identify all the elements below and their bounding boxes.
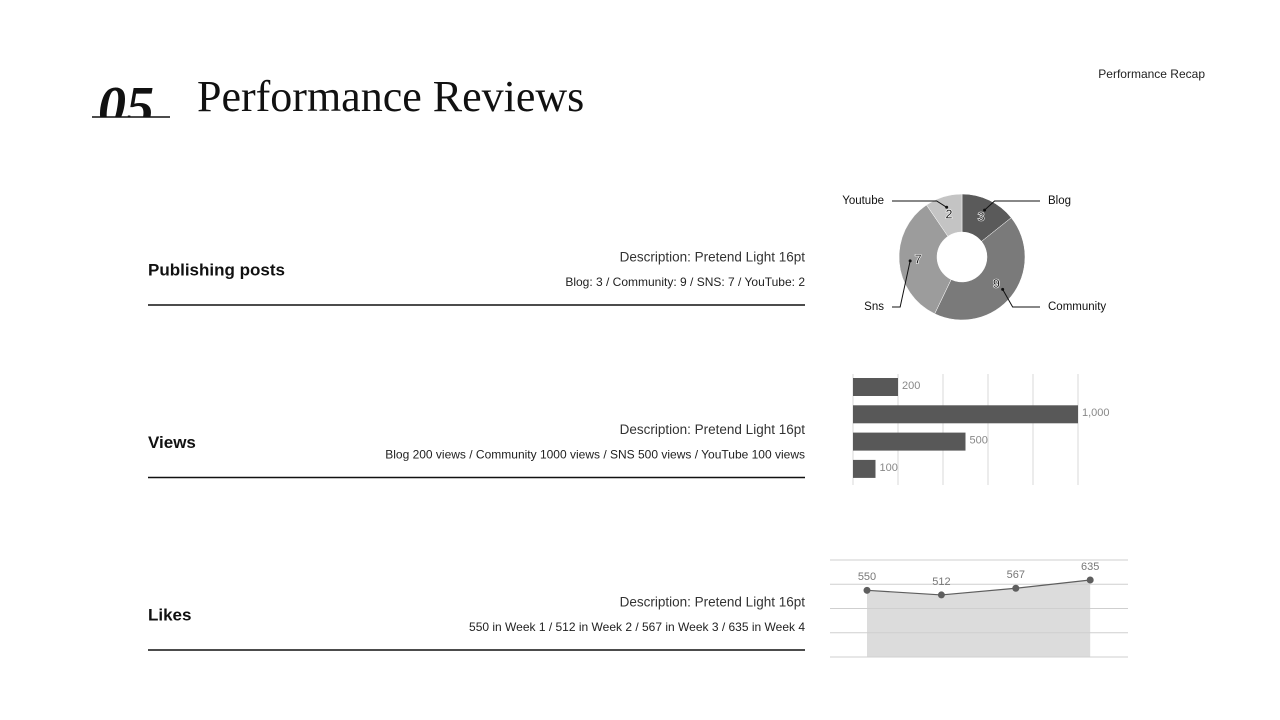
tag: Performance Recap	[1098, 67, 1205, 81]
bar-value-label: 100	[880, 462, 898, 474]
leader-line	[892, 260, 911, 308]
number-wrap: 05	[98, 76, 154, 138]
row-description: Description: Pretend Light 16pt	[620, 250, 806, 265]
slice-value: 3	[977, 209, 984, 224]
slice-value: 9	[993, 276, 1000, 291]
bar-value-label: 200	[902, 380, 920, 392]
row-detail: 550 in Week 1 / 512 in Week 2 / 567 in W…	[469, 620, 805, 634]
area-fill	[867, 580, 1091, 657]
donut-slice	[926, 193, 963, 237]
row-label: Views	[148, 433, 196, 452]
row-description: Description: Pretend Light 16pt	[620, 422, 806, 437]
donut-slice	[934, 217, 1026, 321]
bar	[853, 432, 966, 451]
section-title: Performance Reviews	[197, 72, 584, 121]
slice-value: 2	[945, 206, 952, 221]
row-detail: Blog: 3 / Community: 9 / SNS: 7 / YouTub…	[565, 275, 805, 289]
bar	[853, 378, 898, 396]
row-label: Likes	[148, 605, 191, 624]
point-label: 567	[1007, 569, 1025, 581]
leader-line	[984, 200, 1040, 211]
bar-value-label: 1,000	[1082, 407, 1110, 419]
slice-label: Sns	[864, 301, 884, 313]
point	[1012, 584, 1020, 592]
section-number: 05	[98, 76, 154, 138]
bar	[853, 459, 876, 478]
point-label: 550	[858, 571, 876, 583]
point	[937, 591, 945, 599]
donut-slice	[898, 204, 952, 315]
slice-label: Blog	[1048, 195, 1071, 207]
bar-value-label: 500	[970, 435, 988, 447]
leader-line	[892, 200, 947, 208]
row-label: Publishing posts	[148, 260, 285, 279]
slice-label: Community	[1048, 301, 1106, 313]
point-label: 635	[1081, 561, 1099, 573]
leader-line	[1002, 289, 1040, 308]
row-detail: Blog 200 views / Community 1000 views / …	[385, 448, 805, 462]
bar	[853, 405, 1078, 424]
point	[1086, 576, 1094, 584]
line	[866, 579, 1091, 596]
row-description: Description: Pretend Light 16pt	[620, 595, 806, 610]
slice-label: Youtube	[842, 195, 884, 207]
slice-value: 7	[915, 252, 922, 267]
point	[863, 586, 871, 594]
point-label: 512	[932, 576, 950, 588]
